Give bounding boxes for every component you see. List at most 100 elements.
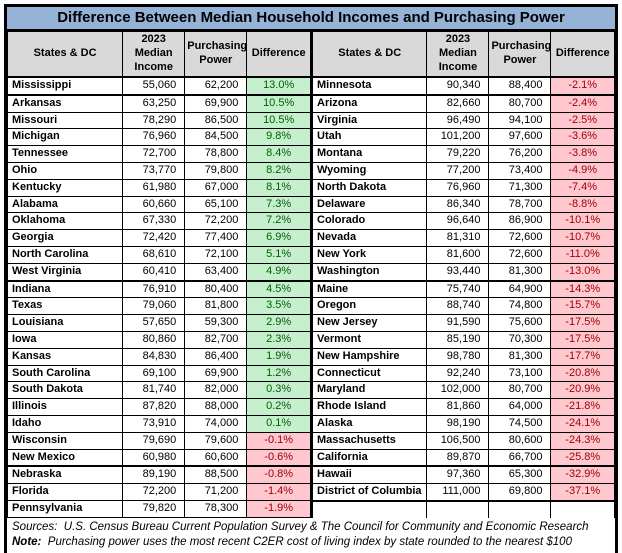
table-row: Louisiana 57,650 59,300 2.9% (6, 314, 311, 332)
income-cell: 69,100 (122, 364, 186, 383)
table-row: Kentucky 61,980 67,000 8.1% (6, 178, 311, 197)
table-row: District of Columbia 111,000 69,800 -37.1% (311, 483, 615, 502)
income-cell: 57,650 (122, 314, 186, 332)
income-cell: 96,490 (426, 111, 490, 130)
empty-row (311, 500, 615, 518)
diff-cell: 7.2% (246, 212, 311, 231)
power-cell: 71,300 (488, 178, 552, 197)
state-cell: North Dakota (311, 178, 428, 197)
income-cell: 73,910 (122, 414, 186, 433)
diff-cell: -25.8% (550, 448, 615, 468)
table-row: Indiana 76,910 80,400 4.5% (6, 280, 311, 299)
income-cell: 92,240 (426, 364, 490, 383)
power-cell: 75,600 (488, 314, 552, 332)
table-row: Vermont 85,190 70,300 -17.5% (311, 330, 615, 349)
income-cell: 55,060 (122, 76, 186, 96)
state-cell: Oregon (311, 297, 428, 316)
income-cell: 81,600 (426, 245, 490, 264)
table-row: Mississippi 55,060 62,200 13.0% (6, 76, 311, 96)
state-cell: Arizona (311, 94, 428, 113)
table-row: Georgia 72,420 77,400 6.9% (6, 229, 311, 247)
diff-cell: -20.8% (550, 364, 615, 383)
table-row: Maryland 102,000 80,700 -20.9% (311, 381, 615, 400)
income-cell: 89,870 (426, 448, 490, 468)
power-cell: 69,900 (184, 364, 248, 383)
table-row: Colorado 96,640 86,900 -10.1% (311, 212, 615, 231)
diff-cell: -32.9% (550, 465, 615, 485)
header-cell-power: Purchasing Power (184, 31, 248, 78)
table-row: North Dakota 76,960 71,300 -7.4% (311, 178, 615, 197)
state-cell: Georgia (6, 229, 124, 247)
state-cell: Kansas (6, 347, 124, 366)
header-cell-income: 2023 Median Income (122, 31, 186, 78)
left-table-header: States & DC 2023 Median Income Purchasin… (6, 31, 311, 78)
diff-cell: 1.9% (246, 347, 311, 366)
income-cell: 106,500 (426, 431, 490, 450)
diff-cell: -17.7% (550, 347, 615, 366)
diff-cell: -24.3% (550, 431, 615, 450)
state-cell: North Carolina (6, 245, 124, 264)
power-cell: 69,800 (488, 483, 552, 502)
power-cell: 82,000 (184, 381, 248, 400)
state-cell: District of Columbia (311, 483, 428, 502)
income-cell: 102,000 (426, 381, 490, 400)
income-cell: 60,980 (122, 448, 186, 468)
power-cell: 78,700 (488, 195, 552, 214)
diff-cell: -1.9% (246, 499, 311, 518)
empty-cell (426, 500, 490, 518)
table-row: Oregon 88,740 74,800 -15.7% (311, 297, 615, 316)
income-cell: 68,610 (122, 245, 186, 264)
income-cell: 73,770 (122, 161, 186, 180)
power-cell: 66,700 (488, 448, 552, 468)
state-cell: Iowa (6, 330, 124, 349)
table-row: Idaho 73,910 74,000 0.1% (6, 414, 311, 433)
diff-cell: 3.5% (246, 297, 311, 316)
diff-cell: -17.5% (550, 314, 615, 332)
income-cell: 86,340 (426, 195, 490, 214)
page-title: Difference Between Median Household Inco… (7, 7, 615, 31)
diff-cell: 4.5% (246, 280, 311, 299)
power-cell: 77,400 (184, 229, 248, 247)
income-cell: 81,310 (426, 229, 490, 247)
income-cell: 76,960 (426, 178, 490, 197)
income-cell: 98,190 (426, 414, 490, 433)
power-cell: 72,100 (184, 245, 248, 264)
table-row: Pennsylvania 79,820 78,300 -1.9% (6, 499, 311, 518)
state-cell: Oklahoma (6, 212, 124, 231)
diff-cell: -11.0% (550, 245, 615, 264)
diff-cell: -7.4% (550, 178, 615, 197)
power-cell: 76,200 (488, 145, 552, 163)
diff-cell: -0.8% (246, 465, 311, 485)
diff-cell: -1.4% (246, 483, 311, 501)
income-cell: 85,190 (426, 330, 490, 349)
state-cell: Vermont (311, 330, 428, 349)
power-cell: 73,400 (488, 161, 552, 180)
income-cell: 75,740 (426, 280, 490, 299)
state-cell: Florida (6, 483, 124, 501)
table-row: Maine 75,740 64,900 -14.3% (311, 280, 615, 299)
state-cell: New York (311, 245, 428, 264)
empty-cell (311, 500, 428, 518)
power-cell: 74,000 (184, 414, 248, 433)
table-row: Texas 79,060 81,800 3.5% (6, 297, 311, 316)
power-cell: 74,500 (488, 414, 552, 433)
state-cell: Rhode Island (311, 398, 428, 416)
table-row: New York 81,600 72,600 -11.0% (311, 245, 615, 264)
income-cell: 111,000 (426, 483, 490, 502)
income-cell: 81,860 (426, 398, 490, 416)
power-cell: 63,400 (184, 262, 248, 282)
power-cell: 78,300 (184, 499, 248, 518)
state-cell: Tennessee (6, 145, 124, 163)
diff-cell: -15.7% (550, 297, 615, 316)
diff-cell: -2.1% (550, 76, 615, 96)
diff-cell: 7.3% (246, 195, 311, 214)
income-cell: 79,060 (122, 297, 186, 316)
power-cell: 81,800 (184, 297, 248, 316)
income-cell: 76,910 (122, 280, 186, 299)
table-row: Oklahoma 67,330 72,200 7.2% (6, 212, 311, 231)
right-table: States & DC 2023 Median Income Purchasin… (311, 31, 615, 518)
table-row: Delaware 86,340 78,700 -8.8% (311, 195, 615, 214)
power-cell: 74,800 (488, 297, 552, 316)
power-cell: 94,100 (488, 111, 552, 130)
header-cell-power: Purchasing Power (488, 31, 552, 78)
